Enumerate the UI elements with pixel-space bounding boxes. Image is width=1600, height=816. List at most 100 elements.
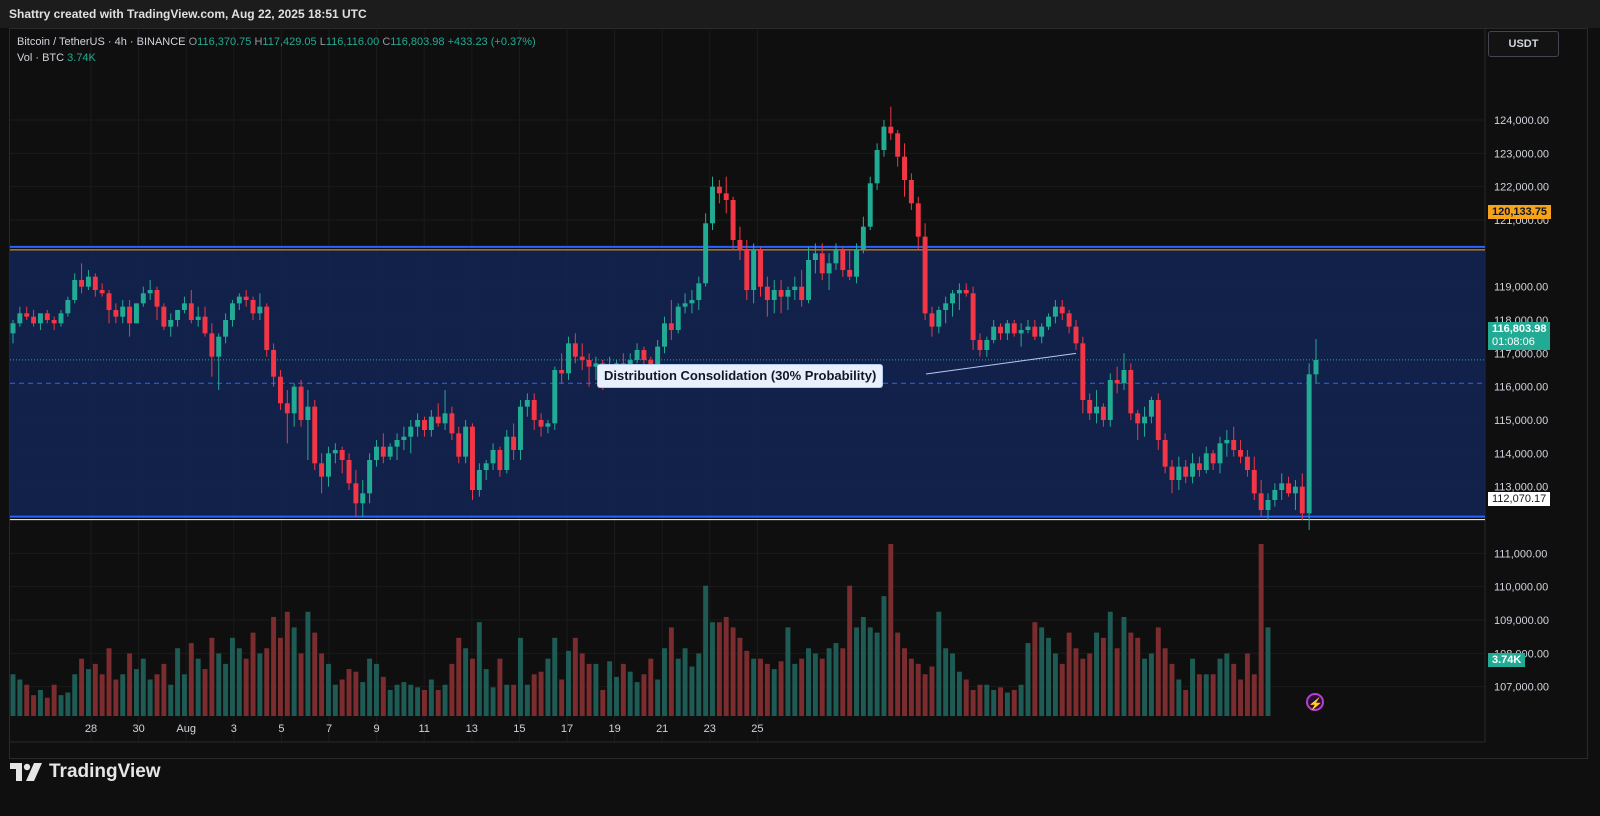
- candle-body: [668, 323, 674, 330]
- volume-bar: [394, 684, 400, 716]
- volume-bar: [154, 674, 160, 716]
- volume-bar: [44, 697, 50, 716]
- volume-bar: [963, 679, 969, 716]
- chart-legend: Bitcoin / TetherUS · 4h · BINANCE O116,3…: [17, 34, 536, 66]
- candle-body: [10, 323, 16, 334]
- candle-body: [902, 156, 907, 180]
- candle-body: [1217, 443, 1223, 464]
- candle-body: [511, 436, 517, 450]
- candle-body: [703, 223, 709, 284]
- volume-bar: [655, 679, 661, 716]
- x-tick-label: 19: [608, 723, 620, 735]
- volume-bar: [716, 622, 722, 716]
- volume-value: 3.74K: [67, 52, 96, 64]
- volume-bar: [785, 627, 791, 716]
- candle-body: [977, 340, 983, 350]
- volume-bar: [442, 684, 448, 716]
- candle-body: [1306, 374, 1312, 514]
- candle-body: [874, 150, 880, 184]
- volume-bar: [826, 648, 832, 716]
- candle-body: [154, 290, 160, 307]
- candle-body: [723, 193, 729, 200]
- volume-bar: [1258, 544, 1264, 716]
- candle-body: [401, 436, 407, 440]
- volume-bar: [1059, 663, 1065, 716]
- candle-body: [778, 290, 784, 297]
- legend-row-volume: Vol · BTC 3.74K: [17, 50, 536, 66]
- candle-body: [24, 313, 30, 317]
- volume-bar: [202, 669, 208, 716]
- annotation-pointer: [925, 352, 1077, 375]
- volume-bar: [778, 661, 784, 716]
- candle-body: [1080, 343, 1086, 400]
- high-label: H: [254, 36, 263, 48]
- candle-body: [1196, 463, 1202, 470]
- candle-body: [264, 306, 270, 350]
- volume-bar: [181, 674, 187, 716]
- candle-body: [456, 433, 462, 457]
- symbol-title[interactable]: Bitcoin / TetherUS · 4h · BINANCE: [17, 36, 186, 48]
- volume-bar: [236, 648, 242, 716]
- candle-body: [1025, 326, 1031, 330]
- volume-label[interactable]: Vol · BTC: [17, 52, 65, 64]
- volume-bar: [764, 663, 770, 716]
- volume-bar: [1238, 679, 1244, 716]
- candle-body: [99, 290, 105, 294]
- volume-bar: [1217, 658, 1223, 716]
- legend-row-ohlc: Bitcoin / TetherUS · 4h · BINANCE O116,3…: [17, 34, 536, 50]
- candle-body: [346, 460, 352, 484]
- volume-bar: [902, 648, 907, 716]
- volume-bar: [812, 653, 818, 716]
- candle-body: [963, 290, 969, 294]
- volume-bar: [524, 684, 530, 716]
- close-label: C: [382, 36, 391, 48]
- volume-bar: [449, 663, 455, 716]
- candle-body: [771, 290, 777, 300]
- candle-body: [1313, 360, 1319, 375]
- candle-body: [188, 303, 194, 320]
- volume-bar: [99, 674, 105, 716]
- y-axis-labels: 124,000.00123,000.00122,000.00121,000.00…: [1494, 115, 1549, 694]
- annotation-label[interactable]: Distribution Consolidation (30% Probabil…: [597, 364, 884, 388]
- candle-body: [1100, 406, 1106, 420]
- volume-price-tag: 3.74K: [1488, 653, 1526, 667]
- volume-bar: [943, 648, 949, 716]
- volume-bar: [627, 671, 633, 716]
- volume-bar: [120, 674, 126, 716]
- volume-bar: [195, 658, 201, 716]
- candle-body: [593, 363, 599, 367]
- candle-body: [950, 293, 956, 304]
- candle-body: [497, 450, 503, 470]
- volume-bar: [175, 648, 181, 716]
- candle-body: [1238, 450, 1244, 457]
- volume-bar: [723, 616, 729, 716]
- flash-icon[interactable]: ⚡: [1306, 693, 1324, 711]
- currency-button[interactable]: USDT: [1488, 31, 1559, 57]
- x-tick-label: 23: [704, 723, 716, 735]
- candle-body: [586, 360, 592, 367]
- volume-bar: [168, 684, 174, 716]
- volume-bar: [209, 637, 215, 716]
- tradingview-logo[interactable]: TradingView: [10, 760, 161, 784]
- candle-body: [710, 186, 715, 224]
- volume-bar: [1251, 674, 1257, 716]
- candle-body: [147, 290, 153, 294]
- candle-body: [113, 310, 119, 317]
- volume-bar: [325, 663, 331, 716]
- volume-bar: [463, 648, 469, 716]
- candle-body: [991, 326, 997, 340]
- volume-bar: [936, 611, 942, 716]
- candle-body: [806, 260, 811, 300]
- candle-body: [202, 316, 208, 334]
- y-tick-label: 107,000.00: [1494, 682, 1549, 694]
- volume-bar: [970, 689, 976, 716]
- volume-bar: [188, 643, 194, 716]
- candle-body: [1148, 400, 1154, 417]
- volume-bar: [950, 653, 956, 716]
- candle-body: [929, 313, 935, 327]
- volume-bar: [346, 669, 352, 716]
- volume-bar: [1100, 637, 1106, 716]
- x-tick-label: 5: [278, 723, 284, 735]
- candle-body: [435, 416, 441, 424]
